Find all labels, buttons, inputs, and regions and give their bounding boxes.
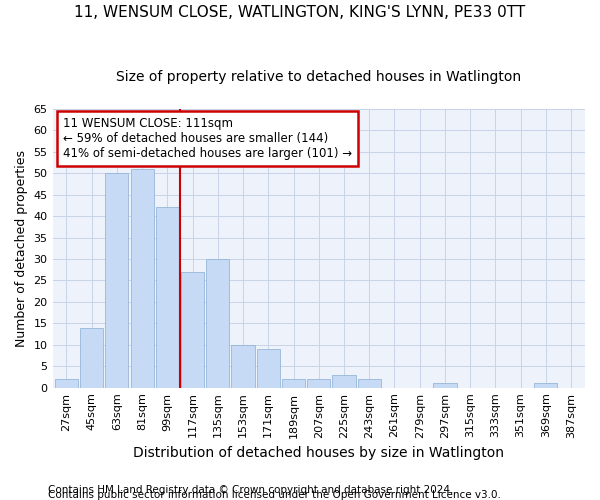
Bar xyxy=(80,328,103,388)
Text: Contains HM Land Registry data © Crown copyright and database right 2024.: Contains HM Land Registry data © Crown c… xyxy=(48,485,454,495)
Bar xyxy=(433,384,457,388)
Bar xyxy=(257,349,280,388)
Text: Contains public sector information licensed under the Open Government Licence v3: Contains public sector information licen… xyxy=(48,490,501,500)
Bar xyxy=(358,379,381,388)
Bar xyxy=(131,169,154,388)
Bar xyxy=(181,272,204,388)
Bar xyxy=(332,375,356,388)
Title: Size of property relative to detached houses in Watlington: Size of property relative to detached ho… xyxy=(116,70,521,84)
Text: 11 WENSUM CLOSE: 111sqm
← 59% of detached houses are smaller (144)
41% of semi-d: 11 WENSUM CLOSE: 111sqm ← 59% of detache… xyxy=(63,117,352,160)
Bar xyxy=(307,379,331,388)
Bar xyxy=(156,208,179,388)
Bar xyxy=(55,379,78,388)
X-axis label: Distribution of detached houses by size in Watlington: Distribution of detached houses by size … xyxy=(133,446,504,460)
Bar xyxy=(282,379,305,388)
Bar xyxy=(534,384,557,388)
Bar xyxy=(232,345,254,388)
Bar xyxy=(105,173,128,388)
Y-axis label: Number of detached properties: Number of detached properties xyxy=(15,150,28,346)
Text: 11, WENSUM CLOSE, WATLINGTON, KING'S LYNN, PE33 0TT: 11, WENSUM CLOSE, WATLINGTON, KING'S LYN… xyxy=(74,5,526,20)
Bar xyxy=(206,259,229,388)
